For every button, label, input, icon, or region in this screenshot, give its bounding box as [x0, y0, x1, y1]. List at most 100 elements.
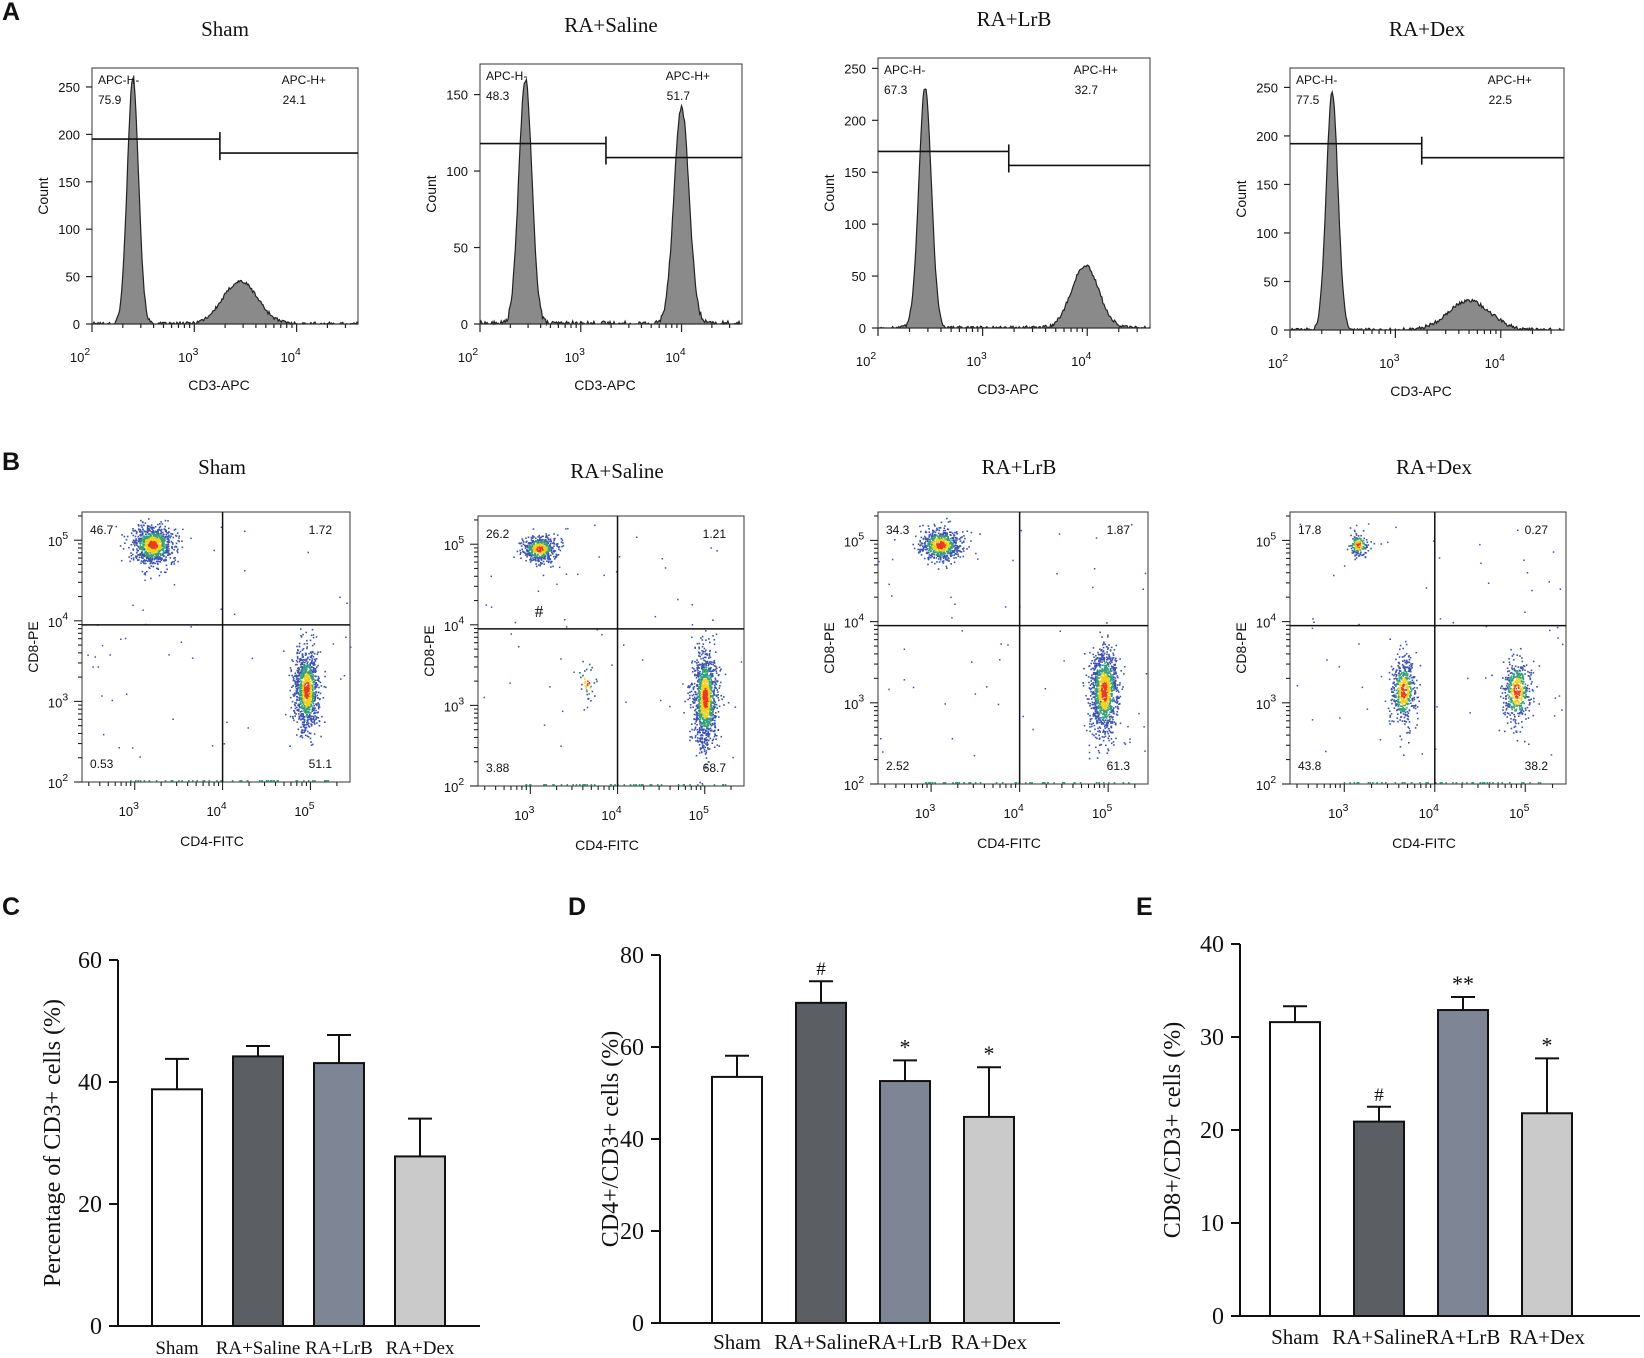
scatter0-event [160, 558, 163, 561]
scatter1-event [520, 542, 523, 544]
scatter0-event [318, 703, 320, 706]
scatter0-event [157, 552, 160, 555]
scatter2-event [950, 563, 952, 565]
scatter1-event [704, 678, 707, 681]
scatter1-event [518, 542, 520, 545]
scatter1-event [700, 751, 703, 753]
hist0-title: Sham [201, 17, 249, 41]
scatter1-event [703, 703, 706, 706]
scatter1-event [709, 670, 711, 673]
scatter0-event [168, 541, 171, 543]
scatter0-event [144, 539, 147, 541]
scatter0-event [346, 602, 348, 604]
scatter0-event [306, 686, 309, 688]
scatter1-event [531, 543, 533, 545]
scatter1-event [697, 696, 700, 699]
scatter0-event [135, 532, 138, 535]
scatter0-event [307, 699, 310, 702]
scatter1-event [706, 718, 709, 721]
scatter2-event [951, 532, 954, 535]
scatter0-event [149, 556, 152, 559]
scatter0-event [182, 528, 184, 531]
hist2-gate-pos-value: 32.7 [1075, 83, 1099, 97]
scatter1-event [537, 590, 540, 592]
scatter1-event [696, 713, 698, 715]
scatter0-event [173, 548, 175, 551]
scatter2-event [1112, 682, 1115, 684]
scatter0-event [298, 652, 300, 654]
scatter0-event [123, 535, 126, 538]
scatter0-event [133, 530, 135, 532]
scatter1-event [689, 691, 691, 693]
scatter1-event [709, 656, 712, 659]
scatter1-event [712, 697, 714, 699]
scatter0-event [306, 694, 308, 696]
scatter1-event [703, 676, 706, 678]
scatter0-event [148, 546, 151, 548]
scatter1-quadrant-ll: 3.88 [486, 761, 510, 775]
scatter1-event [518, 646, 520, 648]
scatter2-event [945, 546, 947, 549]
scatter0-event [162, 555, 165, 557]
scatter1-event [695, 684, 698, 687]
scatter0-event [167, 532, 169, 535]
scatter0-event [151, 532, 154, 535]
scatter1-event [705, 750, 708, 752]
scatter0-event [162, 538, 165, 540]
scatter0-event [140, 560, 143, 562]
scatter1-event [525, 552, 527, 555]
scatter1-event [539, 543, 541, 545]
scatter1-event [718, 699, 720, 702]
scatter0-event [163, 539, 165, 542]
scatter2-event [928, 531, 931, 533]
scatter0-event [155, 554, 157, 556]
scatter0-event [302, 698, 305, 700]
scatter1-event [703, 659, 705, 662]
scatter1-event [724, 673, 727, 676]
scatter1-event [714, 651, 717, 653]
scatter0-event [173, 584, 176, 586]
scatter2-event [949, 553, 952, 555]
scatter0-event [299, 691, 301, 693]
scatter0-event [148, 540, 150, 542]
scatter1-event [697, 692, 699, 694]
scatter0-event [158, 552, 161, 555]
scatter0-event [310, 719, 312, 722]
scatter1-event [708, 653, 711, 655]
scatter0-event [125, 538, 128, 541]
scatter2-event [932, 547, 935, 549]
scatter1-event [561, 539, 564, 541]
scatter2-event [1101, 736, 1104, 738]
scatter0-event [312, 709, 314, 712]
scatter0-event [297, 692, 299, 695]
scatter1-event [701, 698, 703, 701]
scatter1-event [700, 637, 702, 639]
scatter1-event [556, 544, 558, 547]
hist1-distribution [479, 77, 742, 327]
scatter0-event [301, 705, 304, 707]
scatter1-event [702, 685, 705, 688]
scatter1-event [560, 541, 563, 543]
scatter1-event [701, 663, 704, 666]
scatter0-event [176, 532, 179, 534]
scatter1-event [719, 681, 722, 684]
scatter1-event [710, 666, 712, 669]
scatter0-event [146, 538, 149, 541]
scatter0-event [349, 646, 352, 649]
scatter2-event [1109, 675, 1112, 678]
scatter0-event [296, 645, 298, 648]
scatter1-event [548, 550, 551, 552]
scatter0-event [303, 690, 306, 692]
scatter0-event [295, 678, 298, 680]
scatter0-event [124, 542, 126, 544]
scatter1-event [697, 700, 700, 702]
scatter0-event [153, 533, 156, 536]
scatter0-event [156, 538, 159, 540]
scatter1-event [700, 691, 702, 694]
scatter1-event [542, 574, 545, 577]
scatter1-event [707, 677, 709, 680]
scatter1-event [702, 673, 704, 676]
scatter0-event [332, 643, 335, 645]
scatter0-event [156, 544, 158, 547]
scatter0-event [177, 560, 179, 563]
